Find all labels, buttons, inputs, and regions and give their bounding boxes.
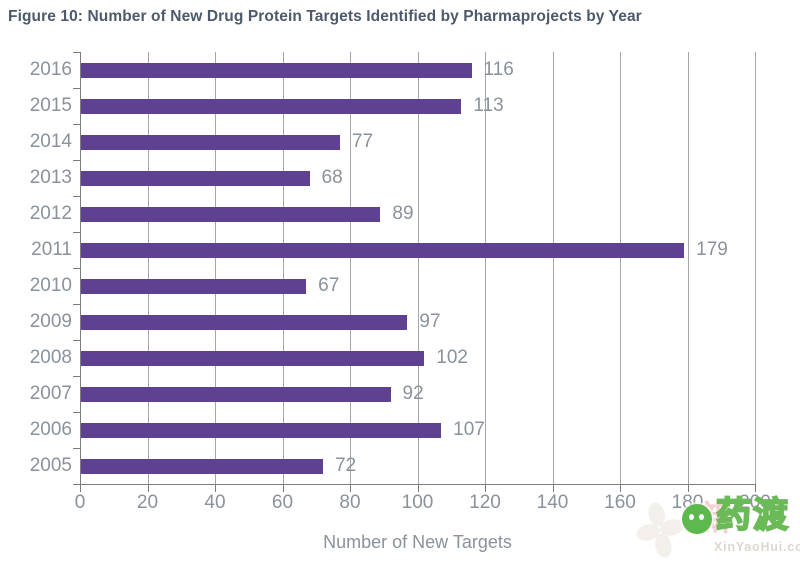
category-label-2007: 2007 (29, 383, 72, 404)
bar-2015 (80, 98, 462, 114)
bar-2007 (80, 386, 391, 402)
y-tick-0 (73, 52, 80, 53)
x-tick-label-200: 200 (739, 492, 771, 513)
x-tick-label-140: 140 (536, 492, 569, 513)
y-tick-11 (73, 448, 80, 449)
category-label-2011: 2011 (31, 239, 72, 260)
y-tick-1 (73, 88, 80, 89)
gridline-140 (552, 52, 554, 484)
y-tick-5 (73, 232, 80, 233)
value-label-2005: 72 (335, 455, 357, 476)
x-tick-20 (147, 485, 149, 492)
x-axis-line (80, 484, 756, 485)
x-tick-40 (215, 485, 216, 492)
bar-2010 (80, 278, 307, 294)
category-label-2014: 2014 (29, 131, 72, 152)
category-label-2012: 2012 (29, 203, 72, 224)
value-label-2009: 97 (419, 311, 441, 332)
value-label-2010: 67 (318, 275, 340, 296)
x-tick-label-100: 100 (401, 492, 434, 513)
category-label-2008: 2008 (29, 347, 72, 368)
bar-2008 (80, 350, 425, 366)
category-label-2016: 2016 (29, 59, 72, 80)
y-tick-3 (73, 160, 80, 161)
y-tick-4 (73, 196, 80, 197)
x-tick-label-80: 80 (339, 492, 361, 513)
category-label-2009: 2009 (29, 311, 72, 332)
bar-2016 (80, 62, 472, 78)
value-label-2011: 179 (696, 239, 728, 260)
bar-2009 (80, 314, 408, 330)
category-label-2015: 2015 (29, 95, 72, 116)
gridline-200 (755, 52, 756, 484)
bar-2005 (80, 458, 323, 474)
value-label-2013: 68 (321, 167, 343, 188)
value-label-2014: 77 (351, 131, 374, 152)
y-tick-9 (73, 376, 80, 377)
plot-area: 116 113 77 68 89 179 67 97 102 92 107 72 (73, 52, 756, 492)
y-tick-10 (73, 412, 80, 413)
bar-2011 (80, 242, 685, 258)
category-label-2006: 2006 (29, 419, 72, 440)
bar-2012 (80, 206, 381, 222)
category-label-2005: 2005 (29, 455, 72, 476)
x-tick-120 (485, 485, 486, 492)
value-label-2015: 113 (473, 95, 504, 116)
value-label-2006: 107 (453, 419, 485, 440)
x-tick-label-160: 160 (604, 492, 636, 513)
x-tick-80 (350, 485, 351, 492)
x-tick-160 (620, 485, 621, 492)
x-axis-title: Number of New Targets (323, 532, 512, 552)
bar-2014 (80, 134, 340, 150)
y-tick-6 (73, 268, 80, 269)
value-label-2012: 89 (392, 203, 414, 224)
y-tick-7 (73, 304, 80, 305)
y-axis-line (80, 52, 81, 485)
gridline-40 (215, 52, 216, 484)
x-tick-140 (552, 485, 554, 492)
x-tick-180 (687, 485, 689, 492)
value-label-2016: 116 (483, 59, 514, 80)
gridline-80 (350, 52, 351, 484)
category-label-2010: 2010 (29, 275, 72, 296)
x-tick-label-120: 120 (469, 492, 501, 513)
x-tick-label-0: 0 (74, 492, 86, 513)
x-tick-label-20: 20 (136, 492, 159, 513)
gridline-120 (485, 52, 486, 484)
x-tick-label-60: 60 (271, 492, 294, 513)
figure-title: Figure 10: Number of New Drug Protein Ta… (8, 8, 642, 25)
gridline-160 (620, 52, 621, 484)
bar-2013 (80, 170, 310, 186)
value-label-2008: 102 (436, 347, 468, 368)
x-tick-200 (755, 485, 756, 492)
value-label-2007: 92 (402, 383, 424, 404)
gridline-20 (147, 52, 149, 484)
bar-2006 (80, 422, 442, 438)
y-tick-12 (73, 484, 80, 485)
x-tick-label-40: 40 (204, 492, 226, 513)
gridline-60 (282, 52, 284, 484)
x-tick-100 (417, 485, 419, 492)
gridline-180 (687, 52, 689, 484)
x-tick-0 (80, 485, 81, 492)
y-tick-8 (73, 340, 80, 341)
category-label-2013: 2013 (29, 167, 72, 188)
y-tick-2 (73, 124, 80, 125)
x-tick-60 (282, 485, 284, 492)
x-tick-label-180: 180 (671, 492, 704, 513)
gridline-100 (417, 52, 419, 484)
